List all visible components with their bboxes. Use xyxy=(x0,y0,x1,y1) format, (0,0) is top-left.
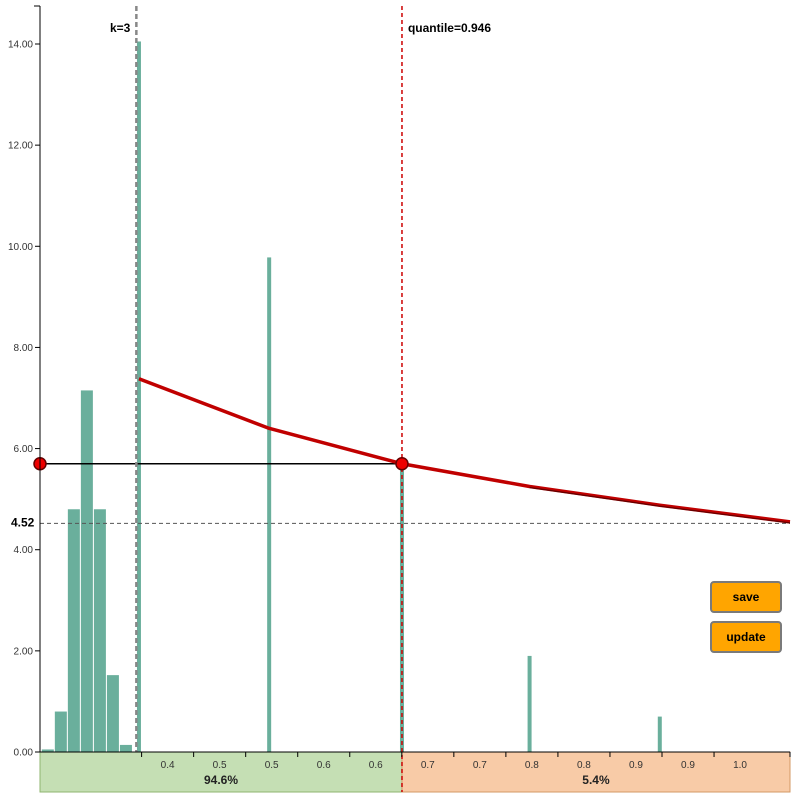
histogram-bar xyxy=(106,675,119,752)
annotations: k=3 quantile=0.946 4.52 94.6% 5.4% xyxy=(11,21,610,787)
x-tick-label: 0.8 xyxy=(577,760,591,771)
x-tick-label: 0.4 xyxy=(161,760,175,771)
y-tick-label: 8.00 xyxy=(14,343,34,354)
x-tick-label: 0.8 xyxy=(525,760,539,771)
y-tick-label: 6.00 xyxy=(14,444,34,455)
left-band xyxy=(39,751,403,793)
bands-layer xyxy=(39,751,791,793)
histogram-bar xyxy=(119,744,132,752)
y-tick-label: 12.00 xyxy=(8,141,33,152)
histogram-bar xyxy=(267,257,272,752)
histogram-bar xyxy=(527,655,532,752)
save-button[interactable]: save xyxy=(710,581,782,613)
x-tick-label: 1.0 xyxy=(733,760,747,771)
x-tick-label: 0.7 xyxy=(421,760,435,771)
quantile-marker xyxy=(395,456,409,471)
x-tick-label: 0.5 xyxy=(213,760,227,771)
quantile-curve xyxy=(138,377,791,524)
right-share-label: 5.4% xyxy=(582,773,610,787)
update-button[interactable]: update xyxy=(710,621,782,653)
reference-lines xyxy=(33,6,791,792)
histogram-bar xyxy=(67,509,80,752)
y-tick-label: 0.00 xyxy=(14,748,34,759)
x-tick-label: 0.5 xyxy=(265,760,279,771)
x-tick-label: 0.6 xyxy=(317,760,331,771)
y-tick-label: 4.00 xyxy=(14,545,34,556)
x-tick-label: 0.9 xyxy=(629,760,643,771)
histogram-bar xyxy=(93,509,106,752)
x-tick-label: 0.7 xyxy=(473,760,487,771)
axes: 0.00 2.00 4.00 6.00 8.00 10.00 12.00 14.00 0.4 0.… xyxy=(8,5,791,771)
histogram-bar xyxy=(54,711,67,752)
histogram-bars xyxy=(41,41,662,752)
x-tick-label: 0.6 xyxy=(369,760,383,771)
quantile-label: quantile=0.946 xyxy=(408,21,491,35)
y-tick-label: 14.00 xyxy=(8,40,33,51)
y-tick-label: 2.00 xyxy=(14,646,34,657)
histogram-bar xyxy=(657,716,662,752)
histogram-bar xyxy=(41,749,54,752)
curve-tail xyxy=(529,486,791,524)
histogram-bar xyxy=(136,41,141,752)
k-label: k=3 xyxy=(110,21,131,35)
histogram-bar xyxy=(80,390,93,752)
x-tick-label: 0.9 xyxy=(681,760,695,771)
right-band xyxy=(401,751,791,793)
histogram-bar xyxy=(399,463,404,752)
reference-value-label: 4.52 xyxy=(11,515,35,529)
y-tick-label: 10.00 xyxy=(8,242,33,253)
left-share-label: 94.6% xyxy=(204,773,238,787)
